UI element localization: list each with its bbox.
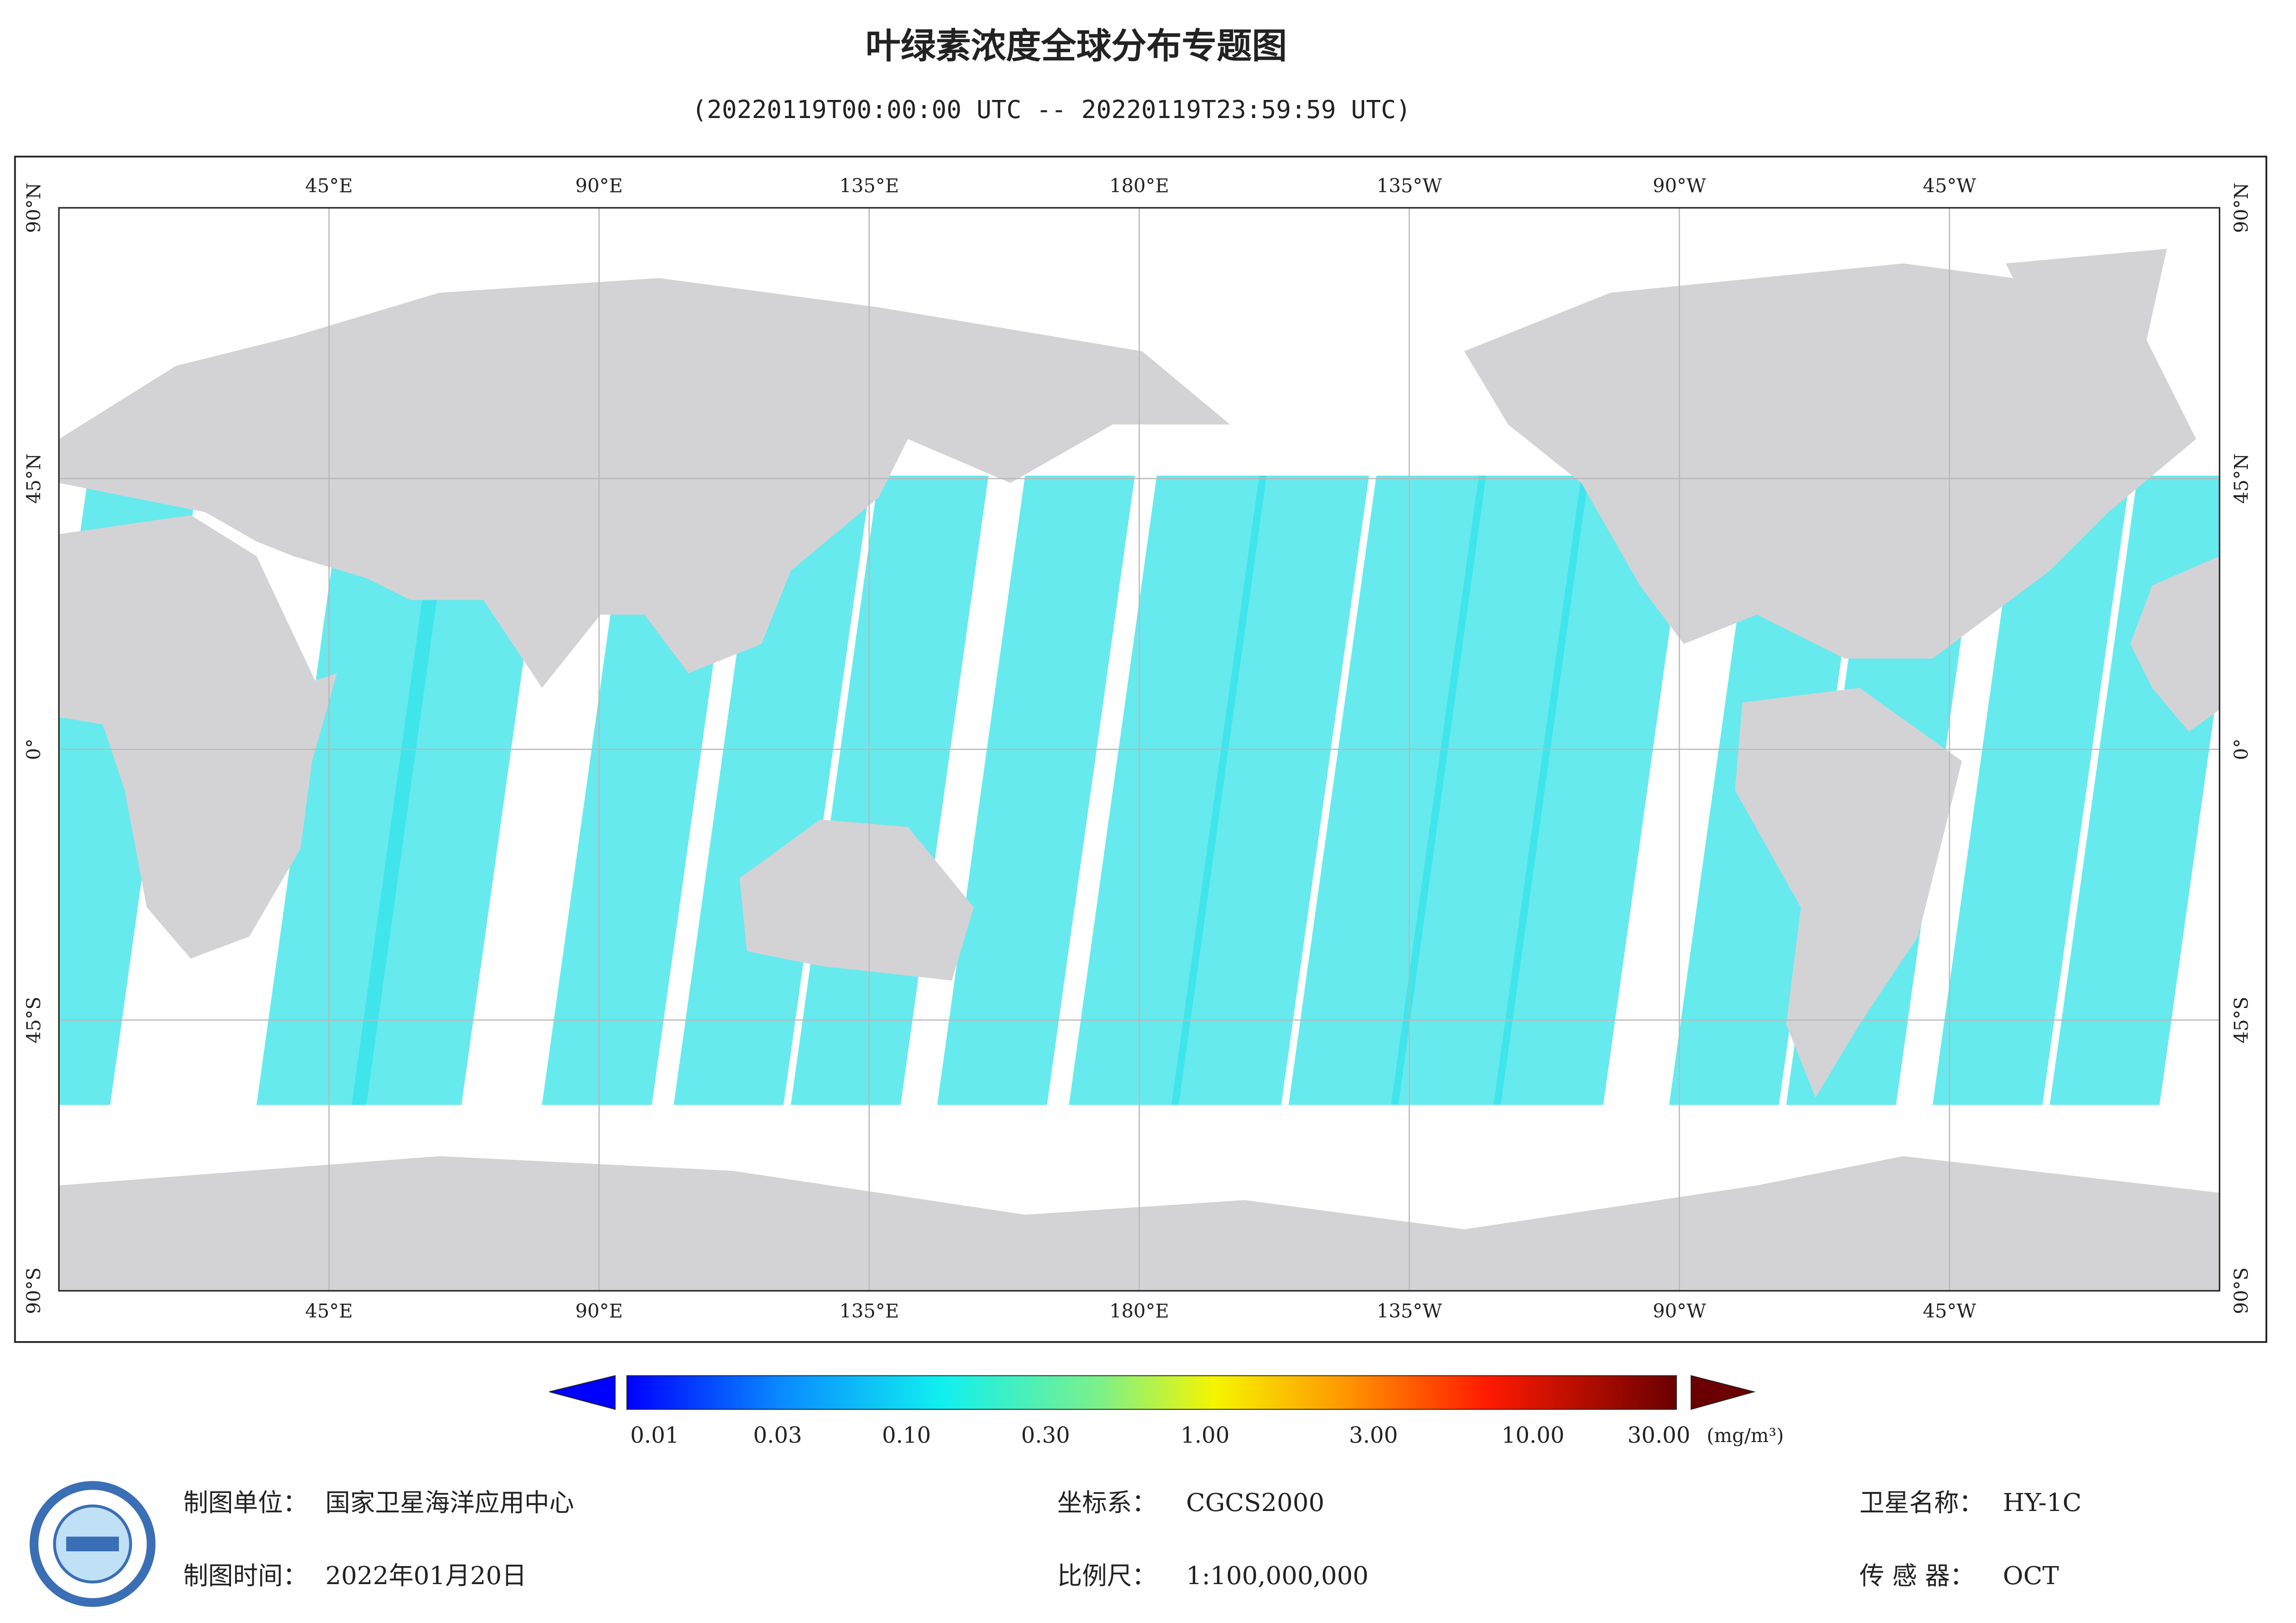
title: 叶绿素浓度全球分布专题图 [866,25,1287,66]
map-border [58,207,2221,1292]
swath [1493,475,1691,1105]
scale: 1:100,000,000 [1186,1561,1368,1590]
colorbar-unit: (mg/m³) [1707,1424,1784,1447]
lon-label-top: 135°W [1377,174,1442,197]
lon-label-bottom: 90°W [1653,1300,1706,1322]
lat-label-left: 45°S [23,997,45,1044]
swath [937,475,1135,1105]
swath [256,475,455,1105]
unit: 国家卫星海洋应用中心 [325,1488,574,1517]
colorbar-max-arrow [1691,1375,1756,1410]
map-frame [14,155,2267,1343]
lat-label-right: 90°N [2230,183,2252,233]
lon-label-top: 45°E [305,174,353,197]
logo [29,1481,156,1607]
sensor-label: 传 感 器： [1859,1561,1975,1591]
lat-label-right: 45°N [2230,454,2252,504]
colorbar [626,1375,1677,1410]
lat-label-left: 0° [23,739,45,760]
crs-label: 坐标系： [1057,1488,1157,1517]
sensor: OCT [2003,1561,2059,1590]
colorbar-label: 10.00 [1502,1423,1565,1448]
crs: CGCS2000 [1186,1488,1324,1517]
colorbar-label: 0.01 [630,1423,680,1448]
swath [1288,475,1486,1105]
lat-label-right: 90°S [2230,1268,2252,1314]
lon-label-top: 90°E [575,174,623,197]
satellite: HY-1C [2003,1488,2082,1517]
lon-label-top: 45°W [1923,174,1977,197]
colorbar-min-arrow [549,1375,616,1410]
colorbar-label: 1.00 [1181,1423,1230,1448]
colorbar-label: 30.00 [1628,1423,1691,1448]
lon-label-bottom: 180°E [1110,1300,1169,1322]
lon-label-bottom: 45°E [305,1300,353,1322]
colorbar-label: 0.03 [753,1423,802,1448]
lat-label-right: 45°S [2230,997,2252,1044]
swath [351,475,549,1105]
colorbar-label: 3.00 [1349,1423,1398,1448]
lat-label-left: 90°S [23,1268,45,1314]
colorbar-label: 0.30 [1021,1423,1070,1448]
swath [1171,475,1369,1105]
unit-label: 制图单位： [183,1488,308,1517]
graticule [59,208,2220,1291]
lon-label-top: 90°W [1653,174,1706,197]
swath [1069,475,1267,1105]
satellite-label: 卫星名称： [1859,1488,1984,1517]
swath [674,475,872,1105]
scale-label: 比例尺： [1057,1561,1157,1591]
lon-label-top: 180°E [1110,174,1169,197]
subtitle: (20220119T00:00:00 UTC -- 20220119T23:59… [692,95,1411,124]
swath [1932,475,2130,1105]
lon-label-bottom: 90°E [575,1300,623,1322]
swath [1391,475,1589,1105]
lat-label-right: 0° [2230,739,2252,760]
date-label: 制图时间： [183,1561,308,1591]
lon-label-bottom: 135°W [1377,1300,1442,1322]
lon-label-top: 135°E [839,174,899,197]
lat-label-left: 90°N [23,183,45,233]
lon-label-bottom: 135°E [839,1300,899,1322]
lat-label-left: 45°N [23,454,45,504]
lon-label-bottom: 45°W [1923,1300,1977,1322]
date: 2022年01月20日 [325,1561,527,1590]
colorbar-label: 0.10 [882,1423,931,1448]
map [59,208,2220,1291]
